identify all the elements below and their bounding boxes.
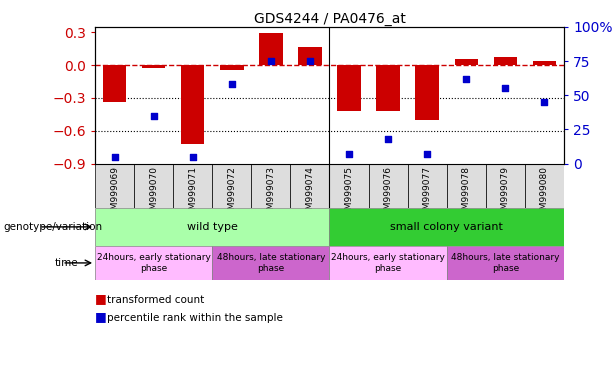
Bar (416, 65, 439, 120)
Text: 24hours, early stationary
phase: 24hours, early stationary phase (97, 253, 211, 273)
Bar (134, 164, 173, 208)
Point (266, 58, 276, 64)
Text: GSM999076: GSM999076 (384, 166, 392, 221)
Point (149, 113, 159, 119)
Bar (95, 245, 212, 280)
Title: GDS4244 / PA0476_at: GDS4244 / PA0476_at (254, 12, 405, 26)
Bar (212, 245, 330, 280)
Bar (486, 164, 525, 208)
Text: ■: ■ (95, 310, 107, 323)
Point (344, 151, 354, 157)
Text: GSM999079: GSM999079 (501, 166, 510, 221)
Text: 24hours, early stationary
phase: 24hours, early stationary phase (331, 253, 445, 273)
Text: GSM999078: GSM999078 (462, 166, 471, 221)
Text: wild type: wild type (187, 222, 238, 232)
Text: ■: ■ (95, 292, 107, 305)
Bar (299, 46, 322, 65)
Text: GSM999070: GSM999070 (149, 166, 158, 221)
Point (462, 76, 471, 82)
Bar (212, 164, 251, 208)
Text: GSM999069: GSM999069 (110, 166, 119, 221)
Bar (447, 164, 486, 208)
Bar (368, 164, 408, 208)
Bar (181, 65, 205, 144)
Bar (259, 33, 283, 65)
Text: GSM999073: GSM999073 (267, 166, 275, 221)
Bar (220, 65, 243, 70)
Text: 48hours, late stationary
phase: 48hours, late stationary phase (451, 253, 560, 273)
Bar (447, 245, 564, 280)
Point (383, 136, 393, 142)
Text: GSM999080: GSM999080 (540, 166, 549, 221)
Bar (103, 65, 126, 102)
Text: transformed count: transformed count (107, 295, 205, 305)
Text: 48hours, late stationary
phase: 48hours, late stationary phase (216, 253, 325, 273)
Bar (95, 164, 134, 208)
Point (110, 154, 120, 160)
Bar (251, 164, 291, 208)
Point (500, 85, 510, 91)
Text: time: time (55, 258, 79, 268)
Bar (408, 164, 447, 208)
Bar (376, 65, 400, 111)
Bar (525, 164, 564, 208)
Point (188, 154, 197, 160)
Bar (455, 59, 478, 65)
Point (539, 99, 549, 105)
Bar (533, 61, 556, 65)
Bar (330, 245, 447, 280)
Bar (95, 208, 330, 245)
Bar (337, 65, 360, 111)
Bar (142, 65, 166, 68)
Text: GSM999074: GSM999074 (305, 166, 314, 221)
Bar (173, 164, 212, 208)
Point (227, 81, 237, 87)
Bar (291, 164, 330, 208)
Text: genotype/variation: genotype/variation (3, 222, 102, 232)
Point (305, 58, 315, 64)
Bar (330, 164, 368, 208)
Text: GSM999075: GSM999075 (345, 166, 354, 221)
Text: GSM999072: GSM999072 (227, 166, 236, 221)
Text: GSM999071: GSM999071 (188, 166, 197, 221)
Bar (493, 58, 517, 65)
Text: percentile rank within the sample: percentile rank within the sample (107, 313, 283, 323)
Text: small colony variant: small colony variant (390, 222, 503, 232)
Text: GSM999077: GSM999077 (423, 166, 432, 221)
Point (422, 151, 432, 157)
Bar (330, 208, 564, 245)
